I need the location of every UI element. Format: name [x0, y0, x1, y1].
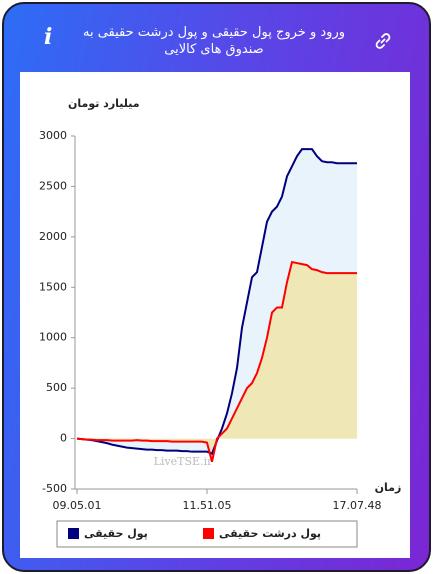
y-tick-label: 1500	[39, 280, 67, 293]
x-tick-label: 11.51.05	[183, 499, 232, 512]
y-tick-label: 0	[60, 432, 67, 445]
y-tick-label: 2500	[39, 179, 67, 192]
legend-swatch	[203, 528, 214, 539]
link-icon[interactable]	[374, 32, 392, 50]
y-tick-label: 3000	[39, 129, 67, 142]
chart-title: ورود و خروج پول حقیقی و پول درشت حقیقی ب…	[82, 25, 345, 57]
x-axis-title: زمان	[375, 481, 402, 494]
y-tick-label: 2000	[39, 230, 67, 243]
series-line	[76, 260, 357, 463]
y-tick-label: -500	[42, 482, 67, 495]
x-tick-label: 17.07.48	[333, 499, 382, 512]
x-tick-label: 09.05.01	[53, 499, 102, 512]
y-axis-title: میلیارد تومان	[68, 97, 140, 110]
legend-swatch	[68, 528, 79, 539]
info-icon[interactable]: i	[44, 24, 53, 50]
legend-label: پول درشت حقیقی	[219, 527, 321, 540]
y-tick-label: 1000	[39, 331, 67, 344]
series-area	[77, 262, 357, 462]
y-tick-label: 500	[46, 381, 67, 394]
legend-label: پول حقیقی	[84, 527, 148, 540]
watermark: LiveTSE.ir	[154, 455, 213, 468]
